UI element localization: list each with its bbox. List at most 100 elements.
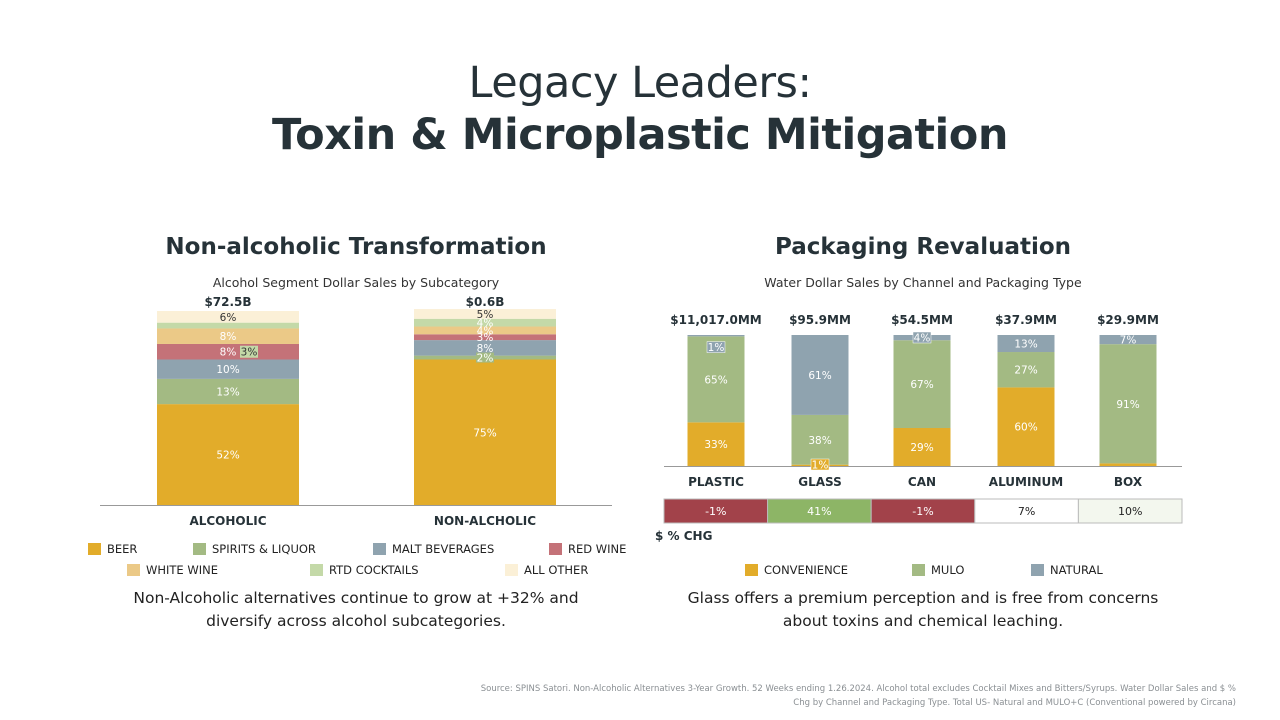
alcohol-segment-chart: 52%13%10%8%8%3%6%$72.5BALCOHOLIC75%2%8%3… [100,295,612,528]
bar-segment-plastic-natural [687,335,745,337]
bar-segment-non-alcholic-red-wine [414,334,556,341]
water-packaging-chart: 33% 65% 1% $11,017.0MM PLASTIC 1% 38% 61% $95.9M… [655,313,1183,543]
bar-segment-plastic-convenience [687,422,745,466]
pct-change-value-plastic: -1% [705,505,726,518]
data-label-box-mulo: 91% [1116,399,1139,411]
data-label-alcoholic-malt-beverages: 10% [216,364,239,376]
left-legend: BEER SPIRITS & LIQUOR MALT BEVERAGES RED WI… [0,0,640,600]
total-label-can: $54.5MM [891,313,953,327]
data-label-alcoholic-all-other: 6% [220,312,237,324]
bar-segment-box-convenience [1099,463,1157,466]
data-label-can-natural: 4% [914,333,931,345]
data-label-alcoholic-red-wine: 8% [220,347,237,359]
legend-swatch-all-other [505,564,518,576]
legend-item-natural: NATURAL [1031,563,1103,577]
right-panel-subtitle: Water Dollar Sales by Channel and Packag… [764,275,1082,290]
pct-change-cell-glass [767,498,872,524]
source-note: Source: SPINS Satori. Non-Alcoholic Alte… [480,684,1236,708]
total-label-non-alcholic: $0.6B [466,295,505,309]
bar-segment-box-natural [1099,335,1157,345]
category-label-can: CAN [908,475,936,489]
bar-segment-box-mulo [1099,344,1157,464]
data-label-non-alcholic-white-wine: 4% [477,325,494,337]
legend-swatch-white-wine [127,564,140,576]
label-bg-can-natural [912,331,932,344]
data-label-non-alcholic-spirits-liquor: 2% [477,353,494,365]
total-label-aluminum: $37.9MM [995,313,1057,327]
data-label-alcoholic-beer: 52% [216,450,239,462]
bar-segment-glass-mulo [791,414,849,465]
data-label-can-convenience: 29% [910,442,933,454]
legend-swatch-malt-beverages [373,543,386,555]
bar-segment-aluminum-convenience [997,387,1055,466]
pct-change-value-glass: 41% [807,505,831,518]
data-label-non-alcholic-beer: 75% [473,427,496,439]
bar-segment-glass-natural [791,335,849,415]
legend-item-convenience: CONVENIENCE [745,563,848,577]
bar-segment-non-alcholic-rtd-cocktails [414,318,556,327]
legend-swatch-rtd-cocktails [310,564,323,576]
legend-item-white-wine: WHITE WINE [127,563,218,577]
legend-item-malt-beverages: MALT BEVERAGES [373,542,494,556]
data-label-non-alcholic-red-wine: 3% [477,332,494,344]
data-label-aluminum-mulo: 27% [1014,365,1037,377]
legend-swatch-convenience [745,564,758,576]
category-label-box: BOX [1114,475,1143,489]
label-bg-glass-convenience [810,458,830,471]
bar-segment-can-mulo [893,340,951,429]
bar-segment-non-alcholic-malt-beverages [414,340,556,356]
legend-item-beer: BEER [88,542,137,556]
bar-segment-aluminum-mulo [997,352,1055,388]
bar-segment-alcoholic-spirits-liquor [157,378,299,405]
bar-segment-can-convenience [893,428,951,466]
data-label-alcoholic-rtd-cocktails: 3% [241,347,258,359]
data-label-alcoholic-white-wine: 8% [220,331,237,343]
pct-change-value-box: 10% [1118,505,1142,518]
data-label-alcoholic-spirits-liquor: 13% [216,387,239,399]
data-label-can-mulo: 67% [910,379,933,391]
legend-label-white-wine: WHITE WINE [146,563,218,577]
legend-label-beer: BEER [107,542,138,556]
bar-segment-aluminum-natural [997,335,1055,353]
legend-label-spirits-liquor: SPIRITS & LIQUOR [212,542,316,556]
right-caption: Glass offers a premium perception and is… [687,589,1159,630]
data-label-aluminum-natural: 13% [1014,339,1037,351]
left-caption: Non-Alcoholic alternatives continue to g… [133,589,579,630]
legend-item-spirits-liquor: SPIRITS & LIQUOR [193,542,316,556]
category-label-aluminum: ALUMINUM [989,475,1063,489]
data-label-plastic-convenience: 33% [704,439,727,451]
legend-swatch-mulo [912,564,925,576]
legend-swatch-spirits-liquor [193,543,206,555]
total-label-plastic: $11,017.0MM [670,313,761,327]
label-bg-non-alcholic-spirits-liquor [476,352,494,363]
legend-label-mulo: MULO [931,563,965,577]
label-bg-alcoholic-rtd-cocktails [240,345,258,358]
pct-change-label: $ % CHG [655,529,712,543]
left-panel-subtitle: Alcohol Segment Dollar Sales by Subcateg… [212,275,500,290]
legend-label-natural: NATURAL [1050,563,1103,577]
category-label-glass: GLASS [798,475,842,489]
total-label-box: $29.9MM [1097,313,1159,327]
data-label-box-natural: 7% [1120,335,1137,347]
left-panel-title: Non-alcoholic Transformation [165,234,547,260]
page-title-line-1: Legacy Leaders: [468,58,812,108]
total-label-alcoholic: $72.5B [204,295,251,309]
data-label-non-alcholic-all-other: 5% [477,309,494,321]
legend-item-red-wine: RED WINE [549,542,626,556]
data-label-glass-convenience: 1% [812,460,829,472]
bar-segment-alcoholic-malt-beverages [157,359,299,379]
legend-item-all-other: ALL OTHER [505,563,588,577]
right-panel-title: Packaging Revaluation [774,234,1072,260]
pct-change-cell-aluminum [974,498,1079,524]
bar-segment-alcoholic-all-other [157,311,299,323]
bar-segment-alcoholic-red-wine [157,343,299,360]
pct-change-value-can: -1% [912,505,933,518]
legend-label-convenience: CONVENIENCE [764,563,848,577]
label-bg-plastic-natural [706,341,726,353]
data-label-glass-mulo: 38% [808,435,831,447]
legend-label-red-wine: RED WINE [568,542,627,556]
pct-change-value-aluminum: 7% [1018,505,1035,518]
total-label-glass: $95.9MM [789,313,851,327]
data-label-plastic-natural: 1% [708,342,725,354]
data-label-plastic-mulo: 65% [704,374,727,386]
